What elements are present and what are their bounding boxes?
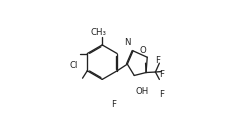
Text: F: F bbox=[159, 90, 164, 99]
Text: CH₃: CH₃ bbox=[90, 28, 106, 37]
Text: N: N bbox=[125, 38, 131, 47]
Text: OH: OH bbox=[136, 87, 149, 96]
Text: F: F bbox=[155, 56, 161, 65]
Text: F: F bbox=[111, 100, 116, 109]
Text: O: O bbox=[140, 46, 146, 55]
Text: Cl: Cl bbox=[70, 61, 78, 70]
Text: F: F bbox=[159, 71, 164, 79]
